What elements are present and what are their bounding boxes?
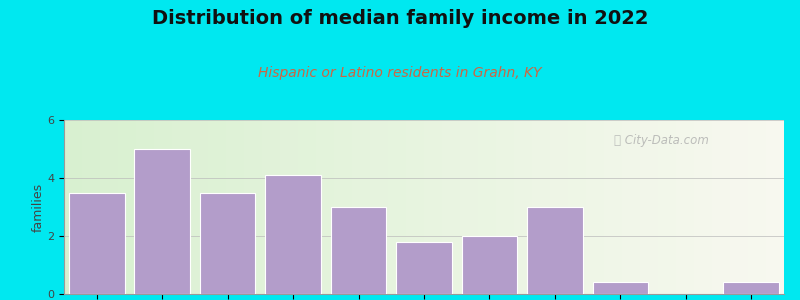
Bar [134, 149, 190, 294]
Bar [442, 120, 460, 294]
Bar [748, 120, 766, 294]
Bar [136, 120, 154, 294]
Bar [208, 120, 226, 294]
Text: Hispanic or Latino residents in Grahn, KY: Hispanic or Latino residents in Grahn, K… [258, 66, 542, 80]
Bar [172, 120, 190, 294]
Y-axis label: families: families [31, 182, 44, 232]
Bar [330, 207, 386, 294]
Bar [154, 120, 172, 294]
Bar [316, 120, 334, 294]
Bar [69, 193, 125, 294]
Bar [200, 193, 255, 294]
Bar [118, 120, 136, 294]
Bar [100, 120, 118, 294]
Bar [298, 120, 316, 294]
Bar [424, 120, 442, 294]
Bar [82, 120, 100, 294]
Bar [226, 120, 244, 294]
Bar [514, 120, 532, 294]
Bar [593, 282, 648, 294]
Bar [640, 120, 658, 294]
Bar [406, 120, 424, 294]
Bar [388, 120, 406, 294]
Bar [396, 242, 452, 294]
Bar [658, 120, 676, 294]
Text: ⓘ City-Data.com: ⓘ City-Data.com [614, 134, 709, 147]
Bar [190, 120, 208, 294]
Bar [568, 120, 586, 294]
Bar [694, 120, 712, 294]
Bar [532, 120, 550, 294]
Bar [676, 120, 694, 294]
Bar [266, 175, 321, 294]
Bar [586, 120, 604, 294]
Bar [280, 120, 298, 294]
Bar [352, 120, 370, 294]
Bar [622, 120, 640, 294]
Bar [478, 120, 496, 294]
Bar [527, 207, 582, 294]
Bar [334, 120, 352, 294]
Bar [766, 120, 784, 294]
Bar [496, 120, 514, 294]
Bar [550, 120, 568, 294]
Bar [370, 120, 388, 294]
Bar [460, 120, 478, 294]
Text: Distribution of median family income in 2022: Distribution of median family income in … [152, 9, 648, 28]
Bar [64, 120, 82, 294]
Bar [712, 120, 730, 294]
Bar [604, 120, 622, 294]
Bar [262, 120, 280, 294]
Bar [462, 236, 518, 294]
Bar [244, 120, 262, 294]
Bar [730, 120, 748, 294]
Bar [723, 282, 779, 294]
